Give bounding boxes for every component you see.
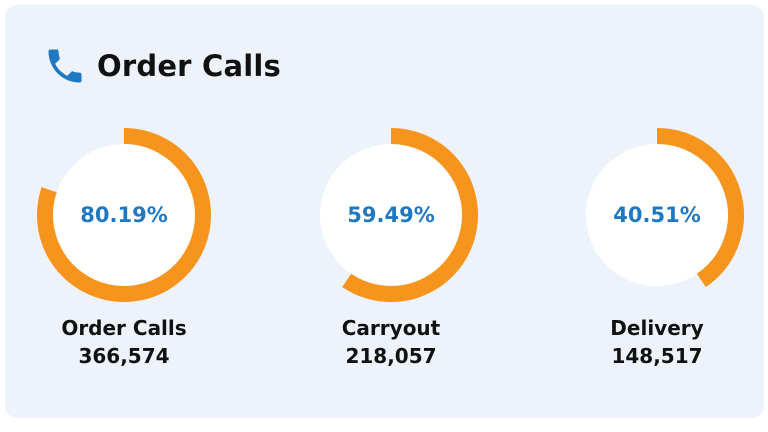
donut-chart: 40.51% [586, 128, 744, 287]
gauge-carryout: 59.49% [301, 125, 481, 305]
gauge-percent: 40.51% [613, 203, 700, 227]
gauge-label: Delivery [610, 316, 704, 340]
gauge-value: 366,574 [78, 344, 170, 368]
gauge-delivery: 40.51% [567, 125, 747, 305]
donut-arc [37, 128, 211, 302]
gauge-percent: 80.19% [80, 203, 167, 227]
gauge-label: Carryout [341, 316, 441, 340]
gauge-percent: 59.49% [347, 203, 434, 227]
order-calls-card: Order Calls 80.19% Order Calls 366,574 5… [5, 5, 764, 418]
donut-arc [342, 128, 478, 302]
gauge-value: 218,057 [345, 344, 437, 368]
card-title: Order Calls [97, 49, 281, 83]
gauge-label: Order Calls [61, 316, 187, 340]
donut-chart: 59.49% [320, 128, 478, 302]
donut-center [586, 144, 728, 286]
gauge-value: 148,517 [611, 344, 703, 368]
gauge-order-calls: 80.19% [34, 125, 214, 305]
donut-arc [656, 128, 744, 287]
donut-chart: 80.19% [37, 128, 211, 302]
card-header: Order Calls [43, 43, 281, 89]
donut-center [53, 144, 195, 286]
donut-center [320, 144, 462, 286]
phone-icon [48, 49, 82, 83]
